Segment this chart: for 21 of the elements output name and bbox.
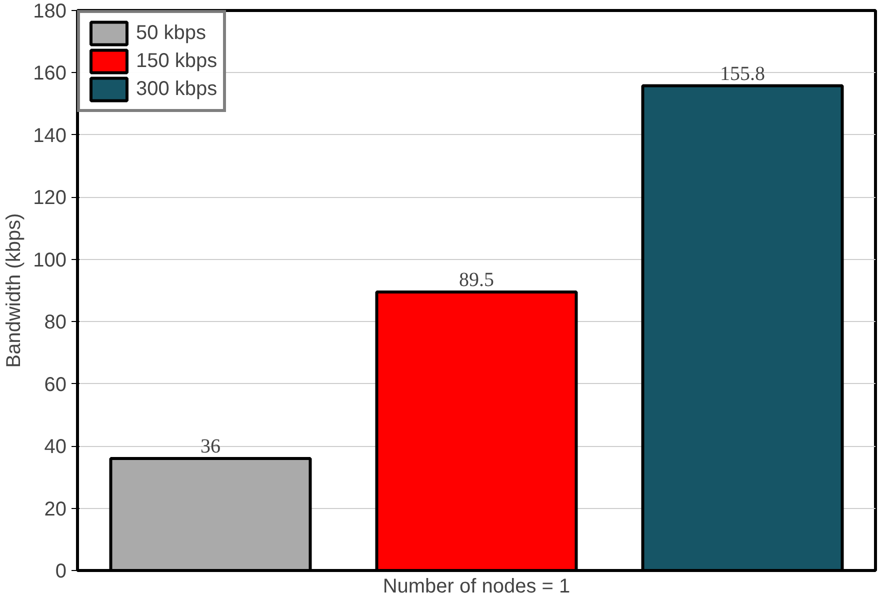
y-tick-label: 140 — [33, 124, 67, 147]
y-tick-label: 60 — [44, 374, 67, 396]
legend-label: 300 kbps — [136, 78, 218, 100]
y-tick-label: 100 — [33, 249, 67, 272]
y-tick-label: 80 — [44, 312, 67, 334]
data-label: 89.5 — [459, 269, 494, 292]
bar — [109, 457, 312, 570]
bar — [375, 290, 578, 570]
y-tick-label: 0 — [55, 560, 66, 582]
y-tick-label: 160 — [33, 62, 67, 85]
bar — [641, 84, 844, 570]
y-tick-label: 180 — [33, 0, 67, 22]
legend-label: 150 kbps — [136, 50, 218, 72]
y-axis-title: Bandwidth (kbps) — [3, 213, 26, 368]
data-label: 155.8 — [720, 62, 765, 85]
x-axis-title: Number of nodes = 1 — [382, 576, 570, 598]
y-tick-label: 40 — [44, 436, 67, 458]
data-label: 36 — [200, 436, 220, 458]
y-tick-label: 120 — [33, 187, 67, 210]
y-tick-label: 20 — [44, 498, 67, 520]
legend-label: 50 kbps — [136, 22, 206, 44]
